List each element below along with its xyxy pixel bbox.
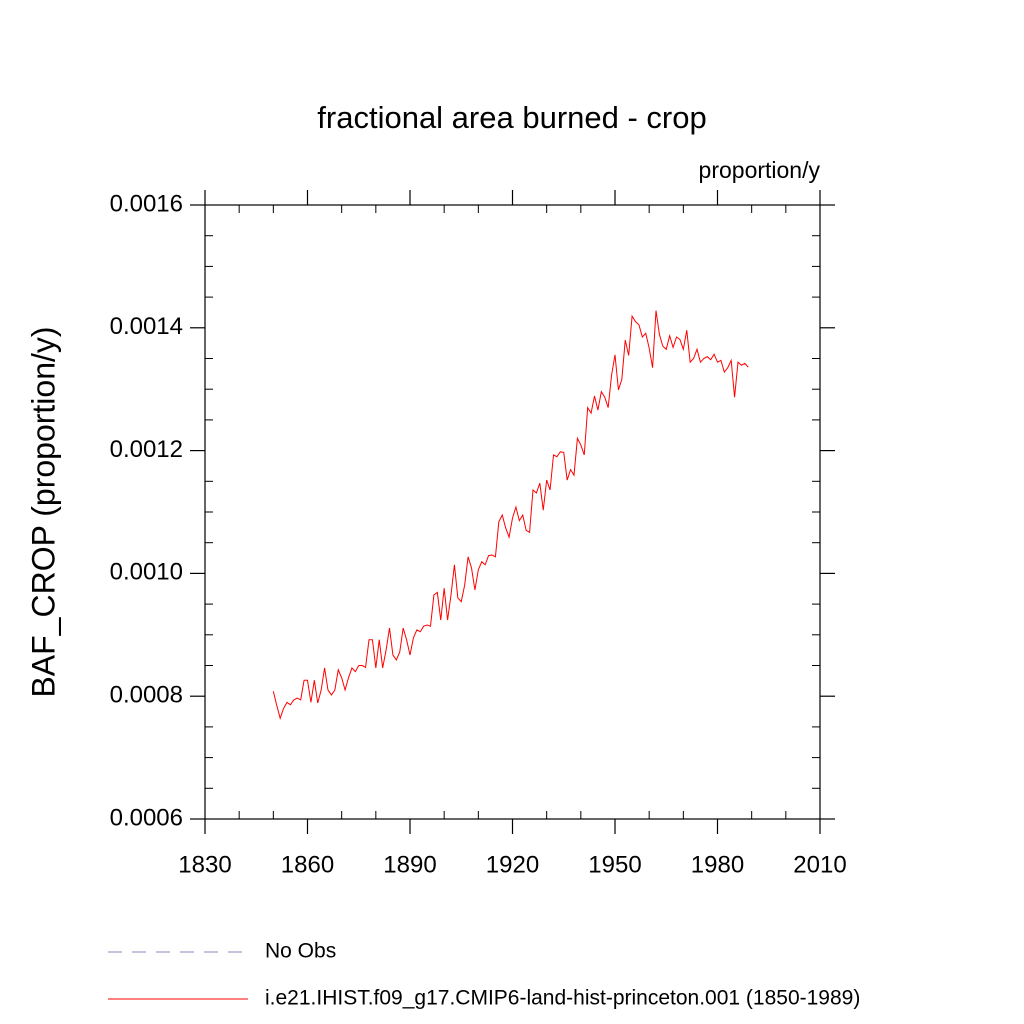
x-tick-label: 1860 [281,851,334,878]
x-tick-label: 1950 [588,851,641,878]
legend-label: i.e21.IHIST.f09_g17.CMIP6-land-hist-prin… [265,987,860,1010]
chart-title: fractional area burned - crop [317,100,706,135]
x-tick-label: 1920 [486,851,539,878]
y-tick-label: 0.0006 [110,804,183,831]
plot-frame [204,204,821,820]
y-tick-label: 0.0016 [110,190,183,217]
data-line [272,310,749,721]
x-tick-label: 1890 [383,851,436,878]
y-tick-label: 0.0012 [110,436,183,463]
y-tick-label: 0.0014 [110,313,183,340]
x-tick-label: 1980 [691,851,744,878]
x-tick-label: 1830 [178,851,231,878]
y-tick-label: 0.0010 [110,559,183,586]
y-tick-label: 0.0008 [110,682,183,709]
units-label: proportion/y [699,157,821,183]
legend-label: No Obs [265,940,336,963]
y-axis-label: BAF_CROP (proportion/y) [25,326,61,697]
x-tick-label: 2010 [793,851,846,878]
